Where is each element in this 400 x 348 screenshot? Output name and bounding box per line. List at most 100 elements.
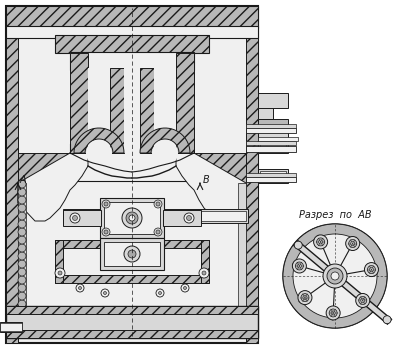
Bar <box>246 124 296 128</box>
Circle shape <box>158 292 162 294</box>
Circle shape <box>18 188 26 196</box>
Circle shape <box>297 264 301 268</box>
Bar <box>6 306 258 338</box>
Text: B: B <box>203 175 210 185</box>
Circle shape <box>18 284 26 292</box>
Bar <box>18 181 246 308</box>
Circle shape <box>292 259 306 273</box>
Bar <box>0 323 22 331</box>
Circle shape <box>364 263 378 277</box>
Circle shape <box>101 289 109 297</box>
Circle shape <box>356 293 370 308</box>
Circle shape <box>331 311 335 315</box>
Circle shape <box>349 239 357 247</box>
Bar <box>246 141 296 145</box>
Circle shape <box>86 140 112 166</box>
Bar <box>124 68 140 153</box>
Circle shape <box>104 292 106 294</box>
Circle shape <box>294 241 302 249</box>
Bar <box>154 68 176 153</box>
Polygon shape <box>74 128 124 153</box>
Bar <box>260 171 286 181</box>
Circle shape <box>346 237 360 251</box>
Circle shape <box>72 215 78 221</box>
Circle shape <box>18 292 26 300</box>
Circle shape <box>18 196 26 204</box>
Circle shape <box>128 250 136 258</box>
Bar <box>104 242 160 266</box>
Circle shape <box>18 300 26 308</box>
Bar <box>246 173 296 177</box>
Circle shape <box>295 262 303 270</box>
Circle shape <box>301 294 309 302</box>
Circle shape <box>351 242 355 245</box>
Bar <box>246 146 296 152</box>
Circle shape <box>368 266 376 274</box>
Bar <box>258 169 288 183</box>
Circle shape <box>314 235 328 249</box>
Circle shape <box>319 240 323 244</box>
Circle shape <box>383 316 391 324</box>
Circle shape <box>184 286 186 290</box>
Bar <box>88 68 110 153</box>
Circle shape <box>317 238 325 246</box>
Circle shape <box>18 276 26 284</box>
Circle shape <box>55 268 65 278</box>
Circle shape <box>303 295 307 300</box>
Circle shape <box>184 213 194 223</box>
Bar <box>6 330 258 338</box>
Circle shape <box>152 140 178 166</box>
Bar <box>246 177 296 182</box>
Bar <box>176 53 194 153</box>
Circle shape <box>18 212 26 220</box>
Circle shape <box>18 260 26 268</box>
Circle shape <box>70 213 80 223</box>
Bar <box>258 137 298 141</box>
Bar <box>140 68 154 153</box>
Circle shape <box>181 284 189 292</box>
Wedge shape <box>283 224 387 328</box>
Polygon shape <box>18 183 70 203</box>
Circle shape <box>129 215 135 221</box>
Circle shape <box>122 208 142 228</box>
Polygon shape <box>176 153 246 221</box>
Circle shape <box>18 220 26 228</box>
Circle shape <box>329 309 337 317</box>
Polygon shape <box>6 6 18 343</box>
Circle shape <box>298 291 312 304</box>
Polygon shape <box>194 183 246 203</box>
Circle shape <box>323 264 347 288</box>
Circle shape <box>156 230 160 234</box>
Circle shape <box>154 200 162 208</box>
Circle shape <box>18 228 26 236</box>
Circle shape <box>124 246 140 262</box>
Circle shape <box>154 228 162 236</box>
Bar <box>63 210 101 226</box>
Circle shape <box>202 271 206 275</box>
Bar <box>201 240 209 283</box>
Bar <box>258 119 288 129</box>
Circle shape <box>78 286 82 290</box>
Circle shape <box>283 224 387 328</box>
Bar <box>6 6 258 343</box>
Bar <box>55 35 209 53</box>
Text: Разрез  по  AB: Разрез по AB <box>299 210 371 220</box>
Bar <box>63 209 248 223</box>
Bar <box>110 68 124 153</box>
Circle shape <box>102 228 110 236</box>
Circle shape <box>186 215 192 221</box>
Circle shape <box>102 200 110 208</box>
Bar <box>18 183 26 308</box>
Bar <box>6 26 258 38</box>
Polygon shape <box>18 153 70 183</box>
Circle shape <box>18 236 26 244</box>
Bar <box>258 139 288 153</box>
Bar <box>70 53 88 153</box>
Circle shape <box>361 299 365 302</box>
Bar <box>100 238 164 270</box>
Bar <box>55 275 209 283</box>
Polygon shape <box>140 128 190 153</box>
Circle shape <box>18 268 26 276</box>
Circle shape <box>331 272 339 280</box>
Polygon shape <box>246 6 258 343</box>
